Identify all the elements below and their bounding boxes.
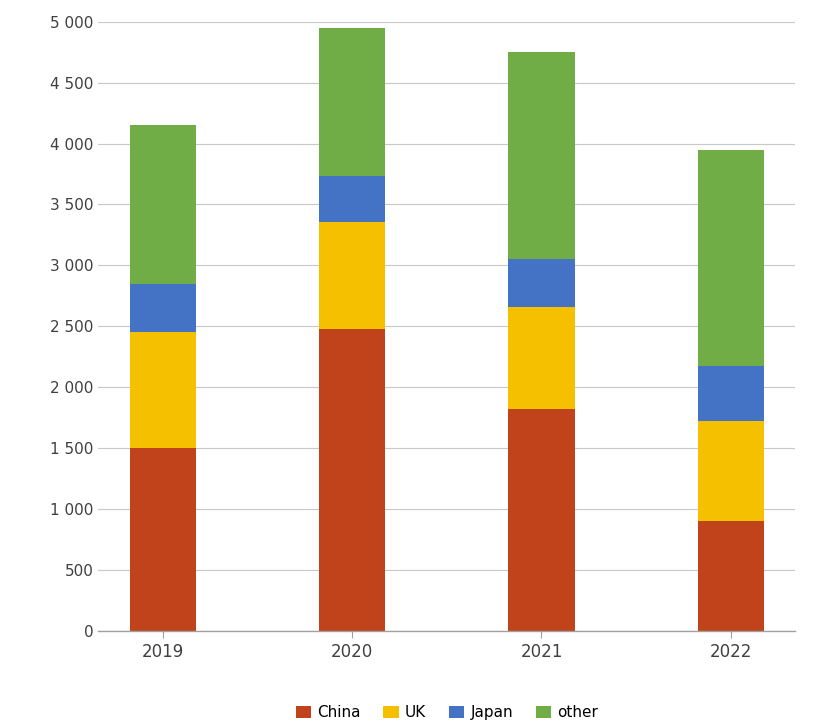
Bar xyxy=(130,332,196,448)
Bar xyxy=(319,222,385,328)
Bar xyxy=(319,176,385,222)
Legend: China, UK, Japan, other: China, UK, Japan, other xyxy=(289,700,604,725)
Bar xyxy=(319,328,385,631)
Bar xyxy=(130,125,196,283)
Bar xyxy=(697,366,762,421)
Bar xyxy=(508,409,574,631)
Bar xyxy=(130,283,196,332)
Bar xyxy=(319,28,385,176)
Bar xyxy=(697,421,762,521)
Bar xyxy=(508,260,574,307)
Bar xyxy=(697,149,762,366)
Bar xyxy=(130,448,196,631)
Bar xyxy=(508,52,574,260)
Bar xyxy=(697,521,762,631)
Bar xyxy=(508,307,574,409)
